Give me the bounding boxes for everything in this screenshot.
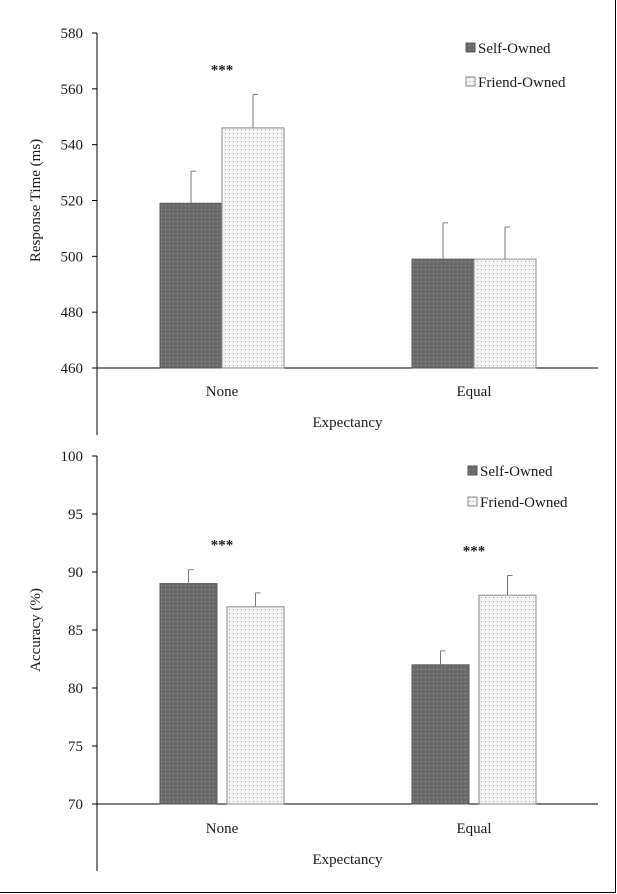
legend-label: Self-Owned	[478, 41, 551, 57]
y-tick-label: 85	[68, 623, 83, 639]
x-axis-label: Expectancy	[313, 415, 383, 431]
legend-swatch-friend-owned	[468, 497, 477, 506]
y-tick-label: 95	[68, 507, 83, 523]
bar-self-owned	[412, 259, 474, 368]
bar-self-owned	[160, 584, 217, 804]
category-label: None	[206, 821, 239, 837]
y-tick-label: 520	[61, 194, 84, 210]
bar-friend-owned	[479, 595, 536, 804]
y-tick-label: 580	[61, 26, 84, 42]
y-tick-label: 560	[61, 82, 84, 98]
y-axis-label: Accuracy (%)	[28, 588, 44, 672]
y-tick-label: 540	[61, 138, 84, 154]
legend-swatch-friend-owned	[466, 77, 475, 86]
legend-label: Friend-Owned	[478, 75, 566, 91]
legend-label: Friend-Owned	[480, 495, 568, 511]
legend-swatch-self-owned	[466, 43, 475, 52]
y-tick-label: 80	[68, 681, 83, 697]
category-label: Equal	[457, 821, 492, 837]
bar-friend-owned	[222, 128, 284, 368]
significance-marker: ***	[211, 62, 234, 78]
significance-marker: ***	[211, 538, 234, 554]
y-tick-label: 75	[68, 739, 83, 755]
bar-self-owned	[160, 203, 222, 368]
y-axis-label: Response Time (ms)	[28, 139, 44, 262]
accuracy-chart: 70 75 80 85 90 95 100 Accuracy (%) Expectancy Non…	[28, 449, 598, 871]
category-label: Equal	[457, 384, 492, 400]
response-time-chart: 460 480 500 520 540 560 580 Response Time (ms) E…	[28, 26, 598, 435]
y-tick-label: 90	[68, 565, 83, 581]
y-tick-label: 460	[61, 361, 84, 377]
y-tick-label: 500	[61, 249, 84, 265]
significance-marker: ***	[463, 543, 486, 559]
x-axis-label: Expectancy	[313, 852, 383, 868]
legend-swatch-self-owned	[468, 466, 477, 475]
bar-self-owned	[412, 665, 469, 804]
bar-friend-owned	[227, 607, 284, 804]
y-tick-label: 480	[61, 305, 84, 321]
y-tick-label: 100	[61, 449, 84, 465]
bar-friend-owned	[474, 259, 536, 368]
legend-label: Self-Owned	[480, 464, 553, 480]
y-tick-label: 70	[68, 797, 83, 813]
category-label: None	[206, 384, 239, 400]
